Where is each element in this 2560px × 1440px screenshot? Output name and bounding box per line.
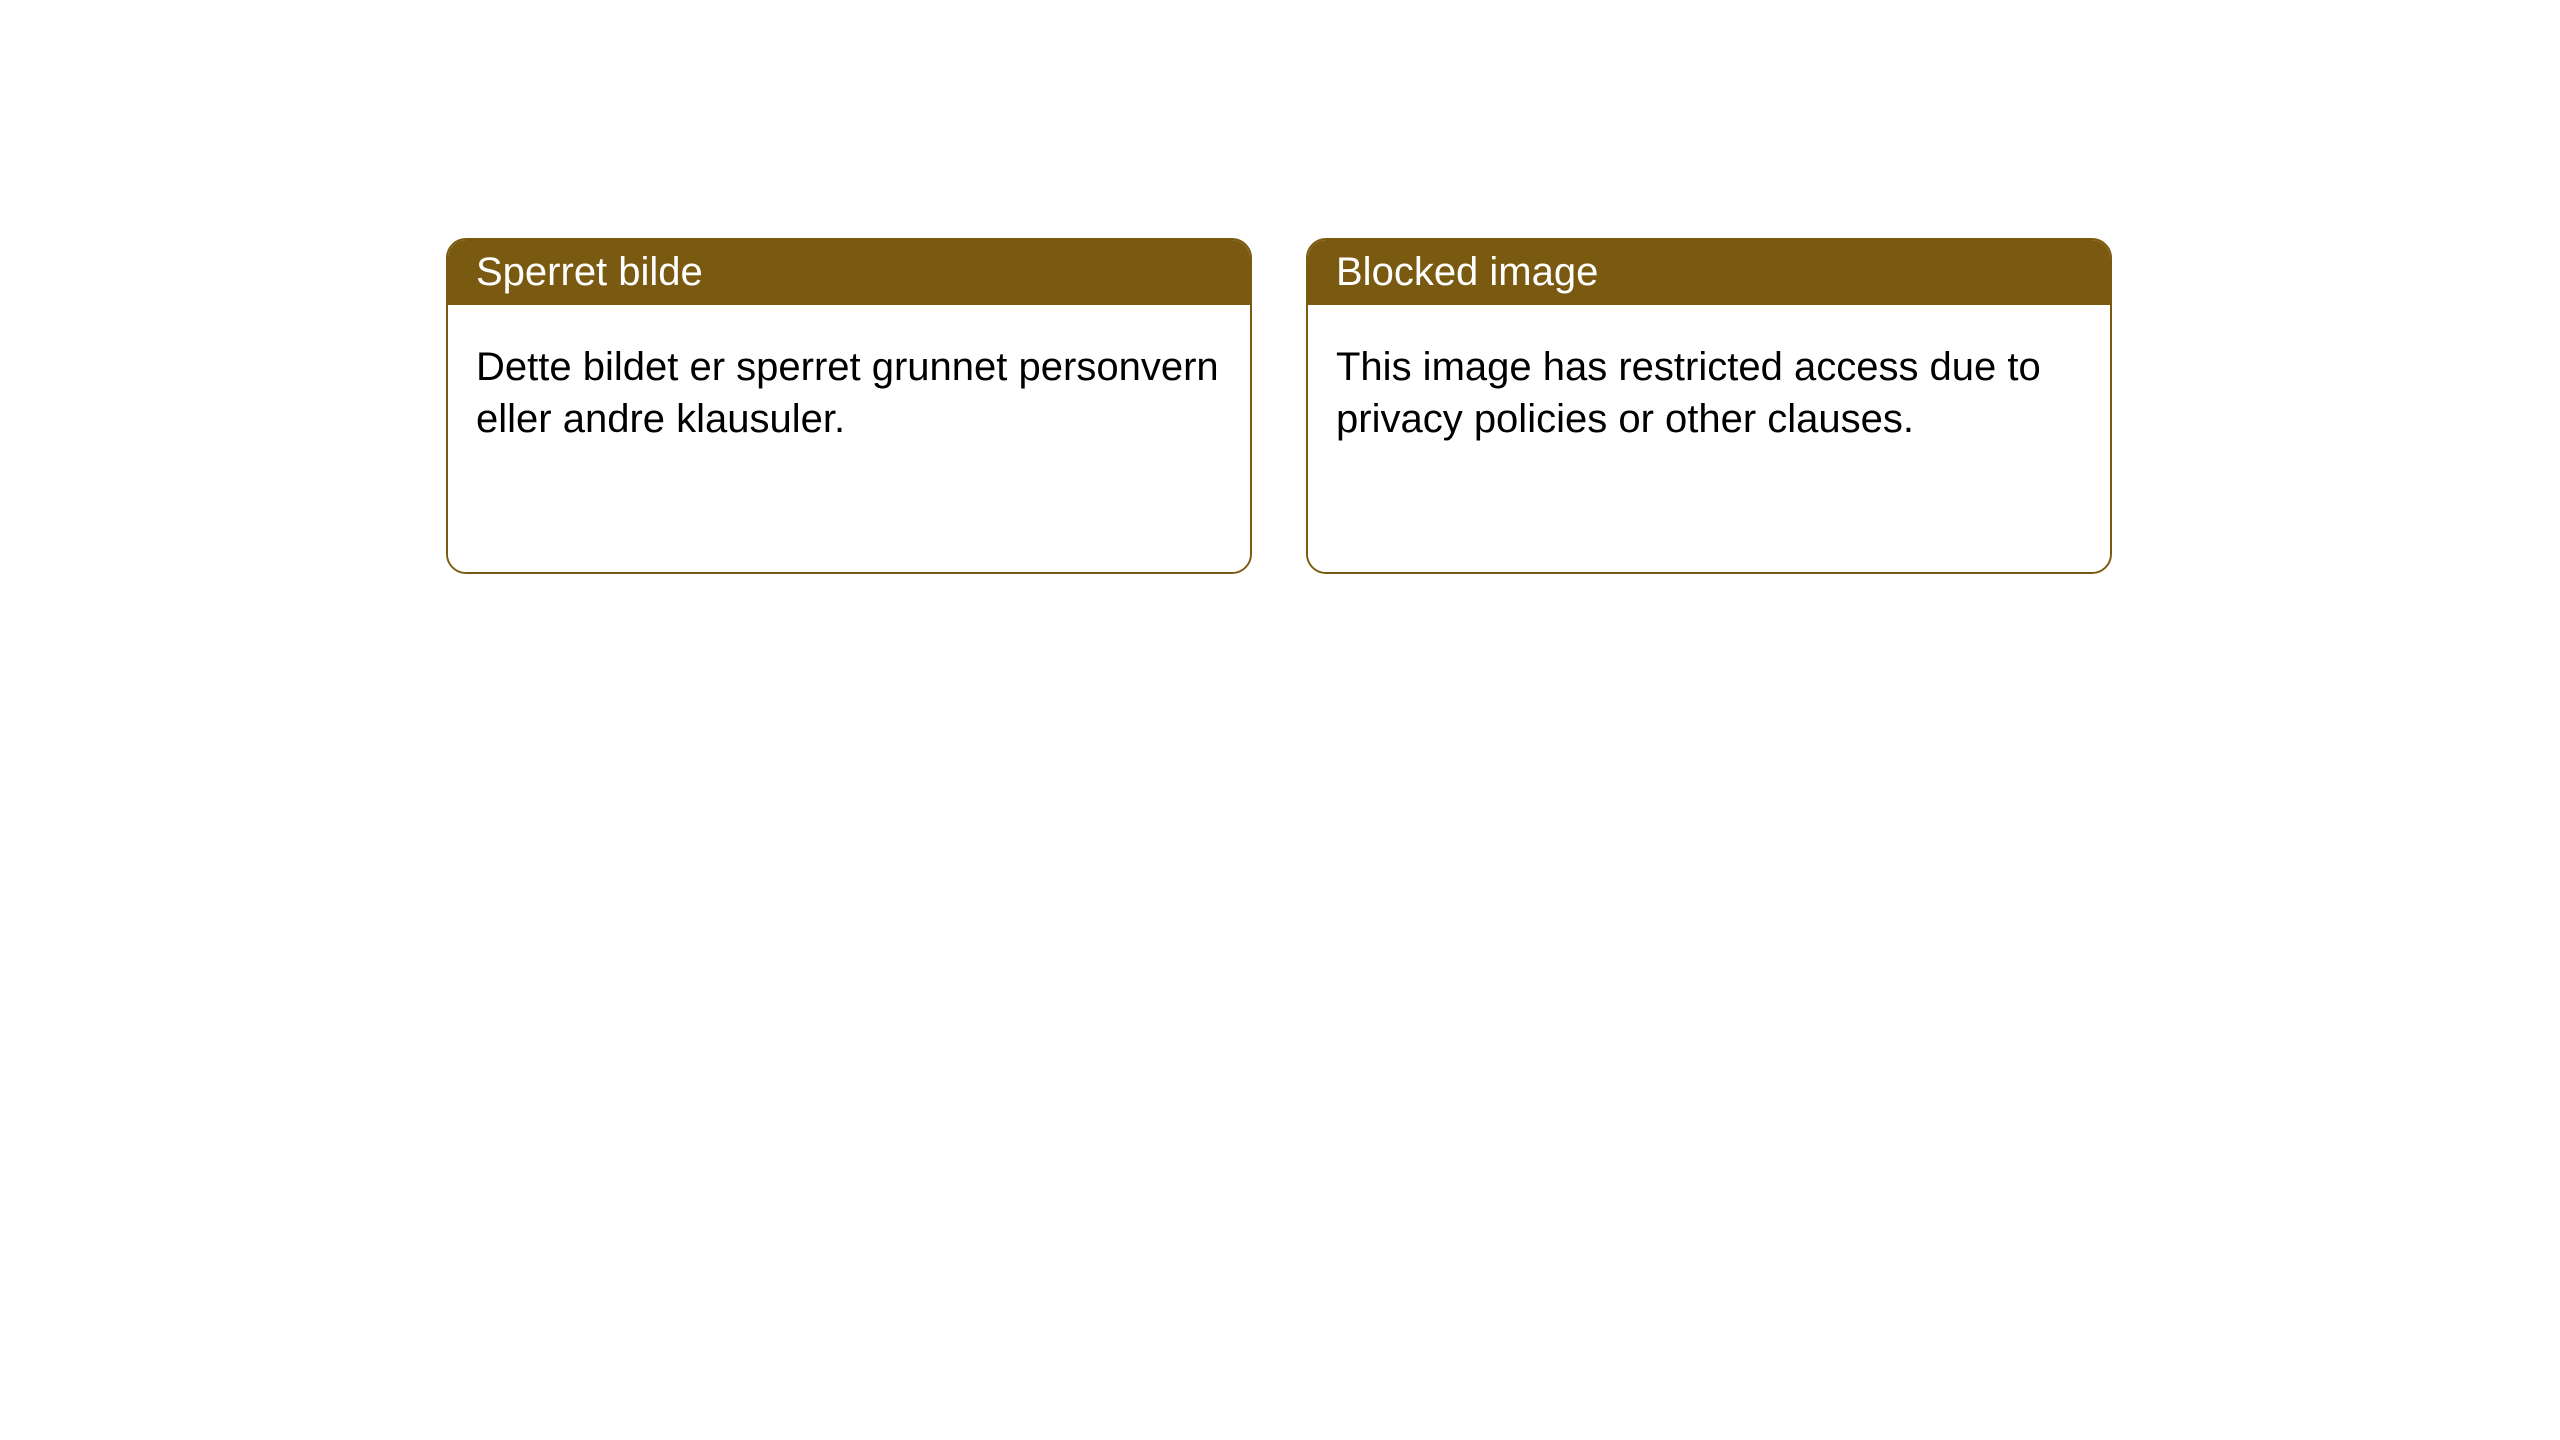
card-body-no: Dette bildet er sperret grunnet personve… <box>448 305 1250 572</box>
card-body-en: This image has restricted access due to … <box>1308 305 2110 572</box>
blocked-image-card-en: Blocked image This image has restricted … <box>1306 238 2112 574</box>
card-title-no: Sperret bilde <box>448 240 1250 305</box>
card-title-en: Blocked image <box>1308 240 2110 305</box>
cards-container: Sperret bilde Dette bildet er sperret gr… <box>0 0 2560 574</box>
blocked-image-card-no: Sperret bilde Dette bildet er sperret gr… <box>446 238 1252 574</box>
